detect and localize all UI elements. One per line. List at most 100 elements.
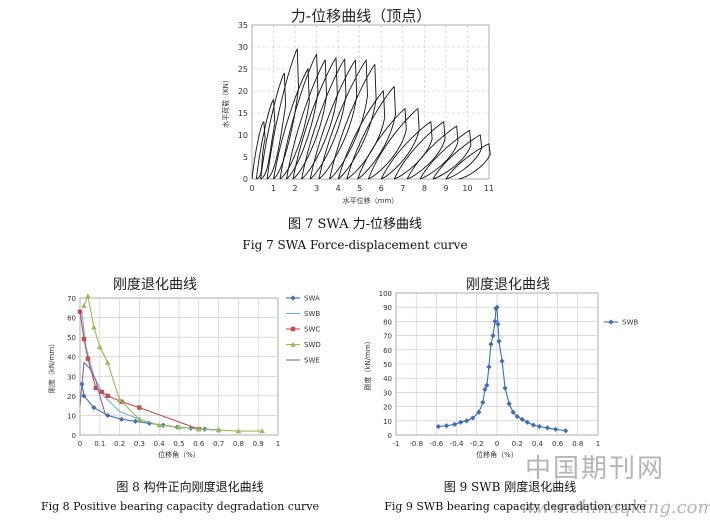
data-point: [156, 422, 162, 428]
data-point: [116, 396, 123, 402]
x-tick-label: 11: [484, 184, 494, 193]
y-axis-label: 水平荷载（KN）: [221, 76, 230, 128]
y-tick-label: 40: [383, 375, 392, 383]
x-tick-label: 0.9: [253, 440, 264, 448]
data-point: [97, 344, 103, 350]
x-tick-label: 0.4: [154, 440, 166, 448]
y-tick-label: 20: [383, 404, 392, 412]
data-point: [488, 341, 494, 347]
plot-area: -1 -0.8 -0.6 -0.4 -0.2 0 0.2 0.4 0.6 0.8 101020304…: [363, 290, 600, 459]
y-tick-label: 0: [72, 432, 76, 440]
legend-item-swb: SWB: [604, 319, 638, 327]
x-tick-label: -0.8: [409, 440, 423, 448]
y-tick-label: 80: [383, 318, 392, 326]
y-tick-label: 70: [383, 333, 392, 341]
y-tick-label: 5: [243, 153, 248, 162]
y-tick-label: 40: [67, 354, 76, 362]
y-tick-label: 10: [383, 418, 392, 426]
figure-7-title: 力-位移曲线（顶点）: [290, 7, 432, 25]
hysteresis-loop: [406, 125, 459, 180]
legend-item-swd: SWD: [286, 341, 321, 349]
x-tick-label: 0.5: [173, 440, 184, 448]
data-point: [99, 389, 104, 395]
data-point: [91, 324, 97, 330]
data-point: [85, 356, 91, 361]
y-tick-label: 0: [388, 432, 392, 440]
y-tick-label: 20: [238, 87, 248, 96]
figure-9-title: 刚度退化曲线: [466, 277, 550, 293]
data-point: [519, 416, 525, 422]
y-tick-label: 50: [383, 361, 392, 369]
x-tick-label: 2: [293, 184, 298, 193]
y-tick-label: 100: [379, 290, 392, 298]
data-point: [215, 427, 222, 433]
hysteresis-loop: [318, 59, 368, 180]
y-tick-label: 30: [67, 373, 76, 381]
data-point: [608, 319, 614, 325]
data-point: [104, 359, 111, 365]
data-point: [176, 424, 182, 430]
x-tick-label: 4: [336, 184, 341, 193]
data-point: [443, 423, 450, 429]
figure-7: 力-位移曲线（顶点） 0 1 2 3 4 5 6 7 8 9 10 11 0 5 10 15 20 25 30 35 水…: [216, 0, 506, 210]
watermark-url: www.chinaqking.com: [520, 497, 710, 518]
data-point: [132, 418, 139, 424]
hysteresis-loop: [432, 134, 483, 180]
legend-label: SWC: [304, 326, 320, 334]
y-tick-label: 50: [67, 334, 76, 342]
y-axis-label: 刚度（kN/mm）: [363, 337, 372, 390]
y-tick-label: 90: [383, 304, 392, 312]
x-tick-label: -0.2: [470, 440, 484, 448]
figure-8: 刚度退化曲线 0 0.1 0.2 0.3 0.4 0.5 0.6 0.7 0.8 0.9 1 0 10 2…: [30, 268, 350, 473]
data-point: [105, 393, 110, 399]
plot-frame: [251, 24, 490, 180]
x-tick-label: 9: [443, 184, 448, 193]
data-point: [290, 341, 296, 347]
x-tick-label: 7: [400, 184, 405, 193]
x-tick-label: 6: [379, 184, 384, 193]
data-point: [136, 416, 143, 422]
hysteresis-loop: [260, 72, 287, 180]
legend-label: SWB: [622, 319, 638, 327]
data-point: [81, 303, 87, 309]
hysteresis-loop: [380, 121, 433, 180]
figure-9-chart: -1 -0.8 -0.6 -0.4 -0.2 0 0.2 0.4 0.6 0.8 101020304…: [363, 290, 638, 459]
data-point: [77, 309, 83, 314]
legend-item-swc: SWC: [286, 326, 320, 334]
legend-label: SWB: [304, 310, 320, 318]
y-tick-label: 10: [67, 412, 76, 420]
data-point: [259, 428, 265, 434]
data-point: [482, 386, 488, 393]
x-tick-label: 3: [314, 184, 319, 193]
figure-9-caption-cn: 图 9 SWB 刚度退化曲线: [443, 480, 577, 494]
hysteresis-loop: [255, 99, 276, 180]
data-point: [506, 401, 512, 407]
plot-area: 0 1 2 3 4 5 6 7 8 9 10 11 0 5 10 15 20 25 30 35 水平位移（mm） 水平荷载…: [221, 21, 494, 205]
data-point: [93, 385, 99, 391]
figure-8-caption-en: Fig 8 Positive bearing capacity degradat…: [40, 500, 320, 513]
legend-label: SWD: [304, 341, 321, 349]
data-point: [85, 293, 91, 299]
figure-8-title: 刚度退化曲线: [113, 277, 197, 293]
watermark-title: 中国期刊网: [525, 454, 666, 484]
series-swd: [81, 293, 265, 434]
figure-7-caption-cn: 图 7 SWA 力-位移曲线: [287, 217, 423, 232]
legend-item-swe: SWE: [286, 357, 320, 365]
x-tick-label: 0.2: [512, 440, 523, 448]
legend-label: SWE: [304, 357, 320, 365]
x-tick-label: 1: [596, 440, 600, 448]
series-swe: [79, 361, 107, 416]
data-point: [563, 428, 569, 434]
y-tick-label: 10: [238, 131, 248, 140]
hysteresis-loop: [445, 143, 491, 180]
x-tick-label: 10: [462, 184, 472, 193]
x-tick-label: 0: [249, 184, 254, 193]
hysteresis-loop: [357, 107, 407, 180]
hysteresis-loop: [309, 59, 358, 180]
x-tick-label: 0.8: [233, 440, 244, 448]
hysteresis-loop: [337, 90, 386, 180]
hysteresis-loop: [393, 121, 446, 180]
data-point: [494, 304, 500, 310]
figure-7-chart: 0 1 2 3 4 5 6 7 8 9 10 11 0 5 10 15 20 25 30 35 水平位移（mm） 水平荷载…: [221, 21, 494, 205]
x-axis-label: 位移角（%）: [158, 450, 200, 459]
